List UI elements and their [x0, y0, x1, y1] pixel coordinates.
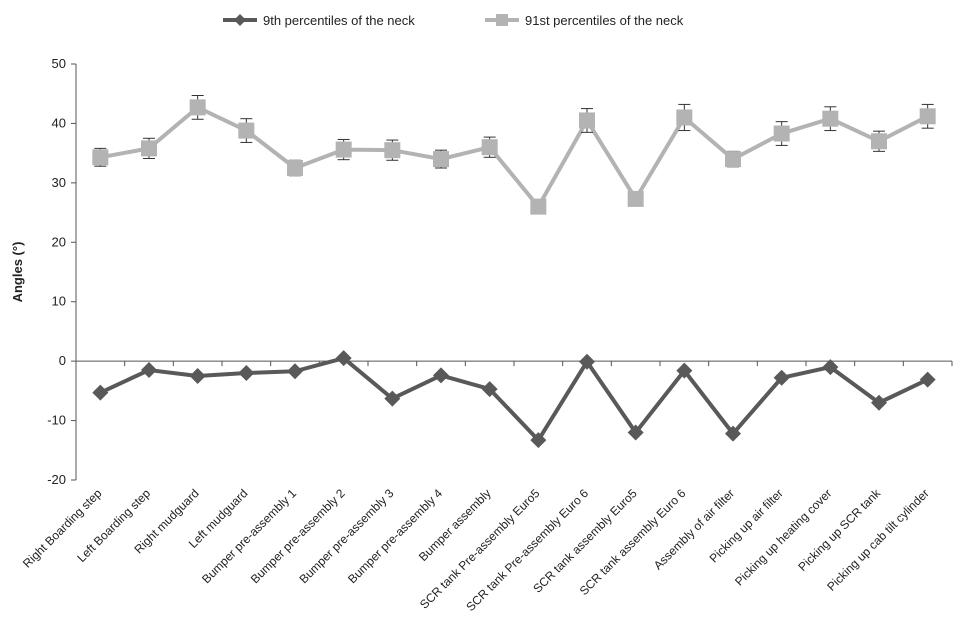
data-point	[481, 139, 498, 156]
x-tick-label: Picking up cab tilt cylinder	[824, 486, 932, 594]
data-point	[919, 108, 936, 125]
data-point	[676, 362, 693, 379]
legend-label: 91st percentiles of the neck	[525, 13, 684, 28]
x-tick-label: Bumper pre-assembly 4	[345, 486, 445, 586]
data-point	[141, 362, 157, 379]
legend-item-1: 9th percentiles of the neck	[223, 13, 415, 28]
y-tick-label: 30	[52, 175, 66, 190]
y-axis-label: Angles (°)	[10, 242, 25, 303]
series-line	[99, 105, 929, 209]
data-point	[822, 359, 839, 376]
data-point	[189, 99, 206, 116]
y-tick-label: -10	[47, 413, 66, 428]
y-axis: -20 -10 0 10 20 30 40 50	[47, 56, 77, 487]
data-point	[384, 390, 401, 407]
data-point	[871, 133, 887, 150]
data-point	[92, 149, 109, 166]
x-tick-label: Picking up SCR tank	[795, 486, 883, 574]
legend: 9th percentiles of the neck 91st percenti…	[223, 13, 684, 28]
y-tick-label: 40	[52, 115, 66, 130]
x-tick-label: Bumper pre-assembly 3	[296, 486, 396, 586]
series-2	[92, 94, 936, 215]
data-point	[189, 368, 206, 384]
data-point	[335, 141, 352, 158]
data-point	[627, 190, 644, 207]
x-tick-label: Picking up heating cover	[732, 486, 834, 588]
data-point	[579, 353, 595, 370]
x-tick-label: Bumper pre-assembly 2	[248, 486, 348, 586]
y-tick-label: 50	[52, 56, 66, 71]
data-point	[871, 394, 887, 411]
data-point	[676, 109, 693, 126]
y-tick-label: -20	[47, 472, 66, 487]
data-point	[287, 160, 303, 176]
y-tick-label: 10	[52, 294, 66, 309]
data-point	[238, 122, 255, 139]
data-point	[919, 371, 936, 388]
data-point	[579, 112, 595, 129]
data-point	[481, 381, 498, 398]
data-point	[725, 151, 741, 168]
legend-item-2: 91st percentiles of the neck	[485, 13, 684, 28]
x-tick-label: Bumper pre-assembly 1	[199, 486, 299, 586]
data-point	[725, 425, 741, 442]
legend-label: 9th percentiles of the neck	[263, 13, 415, 28]
data-point	[822, 110, 839, 127]
series-layer	[92, 94, 936, 449]
y-tick-label: 20	[52, 234, 66, 249]
legend-marker	[496, 14, 508, 26]
data-point	[530, 198, 547, 215]
series-line	[99, 356, 929, 443]
legend-marker	[234, 14, 246, 26]
y-tick-label: 0	[59, 353, 66, 368]
x-tick-label: Right Boarding step	[20, 486, 105, 571]
data-point	[530, 432, 547, 449]
data-point	[287, 363, 303, 380]
x-tick-label: Assembly of air filter	[651, 486, 737, 572]
data-point	[433, 151, 449, 168]
data-point	[335, 350, 352, 367]
data-point	[141, 140, 157, 157]
data-point	[773, 369, 790, 386]
series-1	[92, 350, 936, 449]
data-point	[627, 424, 644, 441]
data-point	[92, 384, 109, 401]
data-point	[433, 367, 449, 384]
data-point	[773, 125, 790, 142]
data-point	[238, 365, 255, 382]
data-point	[384, 142, 401, 159]
